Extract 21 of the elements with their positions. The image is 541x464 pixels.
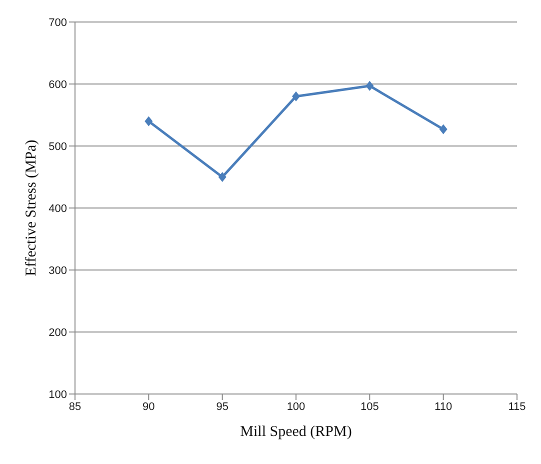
y-tick-label: 300 xyxy=(48,264,67,277)
point xyxy=(218,172,226,182)
x-tick-label: 85 xyxy=(68,400,82,413)
x-tick-label: 95 xyxy=(216,400,228,413)
y-tick-label: 200 xyxy=(48,326,67,339)
x-tick-label: 105 xyxy=(360,400,379,413)
y-tick-label: 500 xyxy=(48,140,67,153)
point xyxy=(144,116,153,126)
x-axis-title: Mill Speed (RPM) xyxy=(240,424,352,440)
point xyxy=(366,80,374,91)
x-tick-label: 90 xyxy=(142,400,155,413)
y-tick-label: 100 xyxy=(48,388,67,401)
point xyxy=(439,124,448,134)
y-tick-label: 400 xyxy=(48,202,67,215)
y-axis-title: Effective Stress (MPa) xyxy=(23,140,40,276)
x-tick-label: 115 xyxy=(508,400,526,413)
x-tick-label: 100 xyxy=(286,400,306,413)
y-tick-label: 600 xyxy=(48,78,67,91)
x-tick-label: 110 xyxy=(434,400,452,413)
y-tick-label: 700 xyxy=(48,16,67,29)
point xyxy=(292,91,300,102)
